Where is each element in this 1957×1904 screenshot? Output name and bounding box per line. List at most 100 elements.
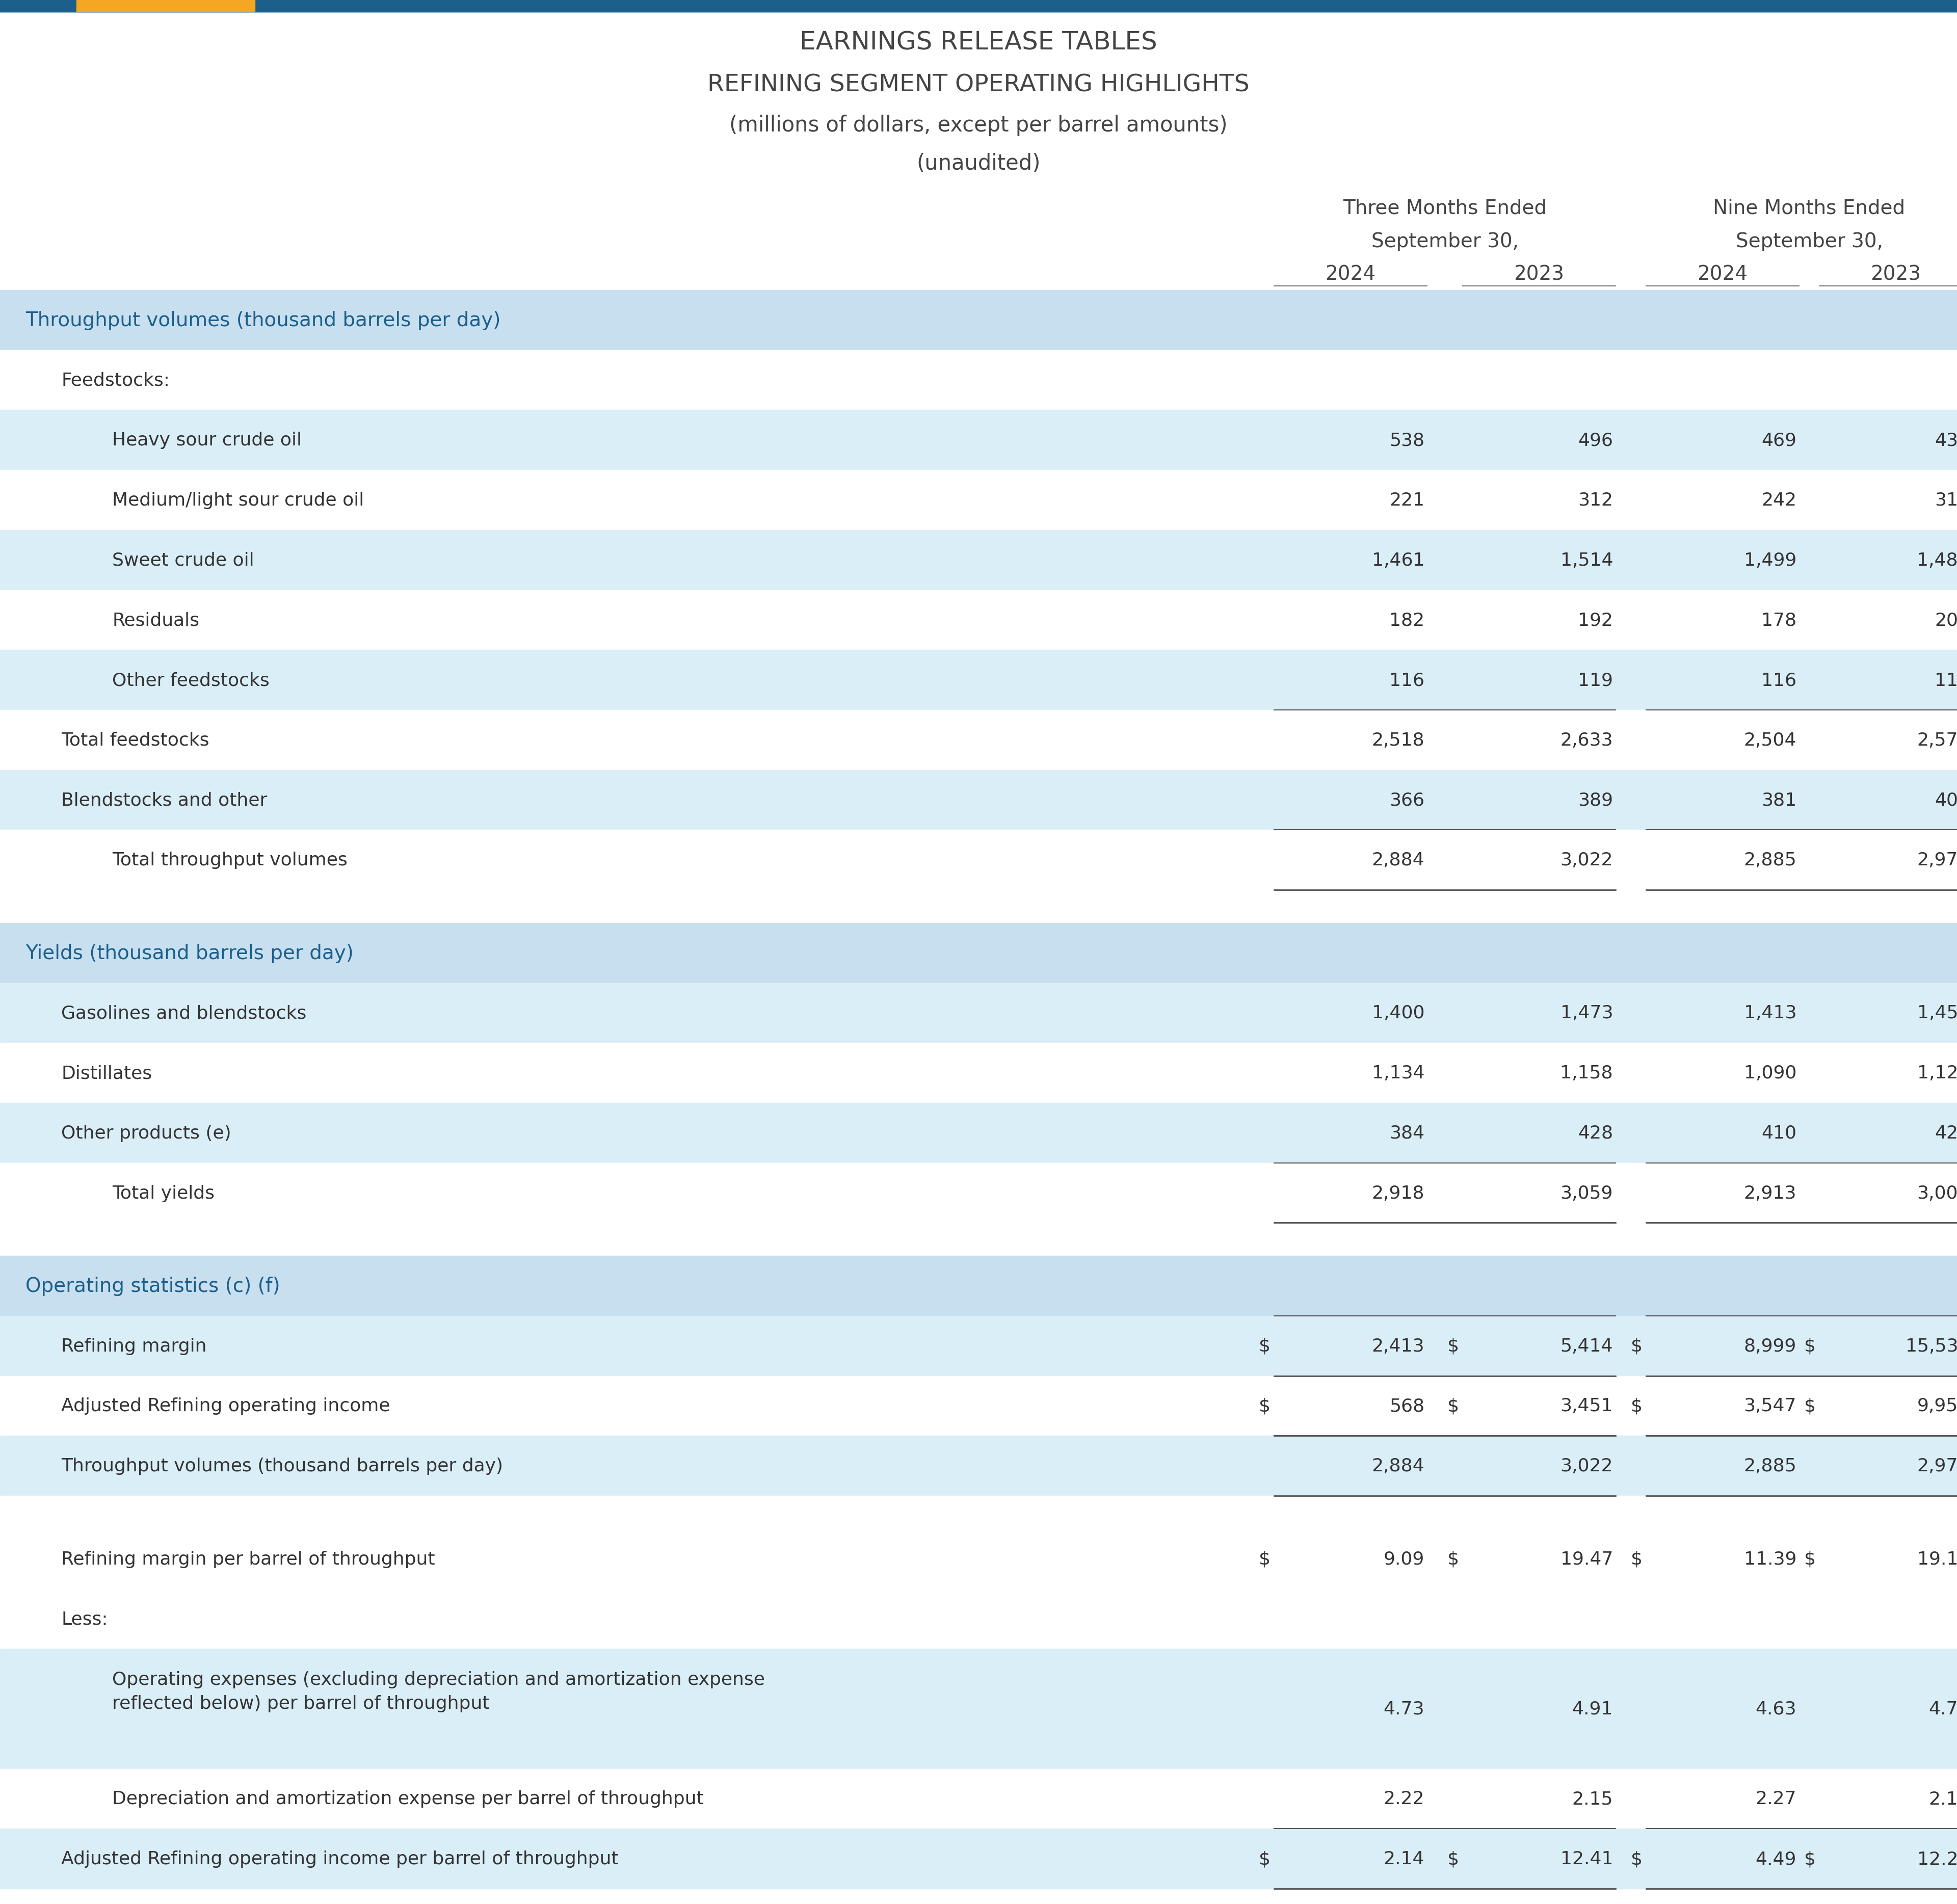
Text: 2,885: 2,885 bbox=[1744, 851, 1797, 868]
Text: $: $ bbox=[1448, 1550, 1460, 1567]
Text: Residuals: Residuals bbox=[112, 611, 200, 628]
Text: EARNINGS RELEASE TABLES: EARNINGS RELEASE TABLES bbox=[800, 30, 1157, 55]
Text: Sweet crude oil: Sweet crude oil bbox=[112, 552, 254, 569]
Text: 4.72: 4.72 bbox=[1930, 1700, 1957, 1717]
Text: (unaudited): (unaudited) bbox=[916, 152, 1041, 175]
Text: 9.09: 9.09 bbox=[1384, 1550, 1425, 1567]
Text: 2,885: 2,885 bbox=[1744, 1457, 1797, 1474]
Bar bbox=[0, 771, 1957, 830]
Bar bbox=[0, 1377, 1957, 1436]
Text: 2,918: 2,918 bbox=[1372, 1184, 1425, 1201]
Text: 15,534: 15,534 bbox=[1906, 1337, 1957, 1354]
Bar bbox=[0, 1497, 1957, 1529]
Text: 2,571: 2,571 bbox=[1918, 731, 1957, 748]
Text: 2.15: 2.15 bbox=[1930, 1790, 1957, 1807]
Bar bbox=[0, 350, 1957, 411]
Text: 9,951: 9,951 bbox=[1918, 1398, 1957, 1415]
Text: 19.13: 19.13 bbox=[1918, 1550, 1957, 1567]
Text: $: $ bbox=[1448, 1398, 1460, 1415]
Bar bbox=[0, 923, 1957, 982]
Text: 2,504: 2,504 bbox=[1744, 731, 1797, 748]
Text: 2023: 2023 bbox=[1515, 265, 1564, 284]
Text: Less:: Less: bbox=[61, 1611, 108, 1628]
Text: 4.49: 4.49 bbox=[1755, 1851, 1797, 1868]
Text: 410: 410 bbox=[1761, 1125, 1797, 1142]
Text: Other feedstocks: Other feedstocks bbox=[112, 672, 270, 689]
Text: Yields (thousand barrels per day): Yields (thousand barrels per day) bbox=[25, 944, 354, 963]
Text: Refining margin per barrel of throughput: Refining margin per barrel of throughput bbox=[61, 1550, 434, 1567]
Text: Depreciation and amortization expense per barrel of throughput: Depreciation and amortization expense pe… bbox=[112, 1790, 705, 1807]
Text: 1,400: 1,400 bbox=[1372, 1005, 1425, 1022]
Text: 116: 116 bbox=[1389, 672, 1425, 689]
Text: 3,547: 3,547 bbox=[1744, 1398, 1797, 1415]
Bar bbox=[0, 1043, 1957, 1102]
Text: 1,452: 1,452 bbox=[1918, 1005, 1957, 1022]
Text: 3,022: 3,022 bbox=[1560, 851, 1613, 868]
Text: Gasolines and blendstocks: Gasolines and blendstocks bbox=[61, 1005, 307, 1022]
Text: 1,514: 1,514 bbox=[1560, 552, 1613, 569]
Text: 568: 568 bbox=[1389, 1398, 1425, 1415]
Text: $: $ bbox=[1258, 1851, 1270, 1868]
Text: 5,414: 5,414 bbox=[1560, 1337, 1613, 1354]
Bar bbox=[0, 470, 1957, 531]
Text: 2.22: 2.22 bbox=[1384, 1790, 1425, 1807]
Text: 11.39: 11.39 bbox=[1744, 1550, 1797, 1567]
Text: 4.63: 4.63 bbox=[1755, 1700, 1797, 1717]
Text: 366: 366 bbox=[1389, 792, 1425, 809]
Text: 2,884: 2,884 bbox=[1372, 851, 1425, 868]
Text: 118: 118 bbox=[1935, 672, 1957, 689]
Bar bbox=[0, 0, 1957, 13]
Text: 469: 469 bbox=[1761, 432, 1797, 449]
Text: 428: 428 bbox=[1577, 1125, 1613, 1142]
Text: 2,633: 2,633 bbox=[1560, 731, 1613, 748]
Text: Throughput volumes (thousand barrels per day): Throughput volumes (thousand barrels per… bbox=[61, 1457, 503, 1474]
Bar bbox=[0, 1436, 1957, 1497]
Text: 1,461: 1,461 bbox=[1372, 552, 1425, 569]
Text: 2,518: 2,518 bbox=[1372, 731, 1425, 748]
Text: 4.91: 4.91 bbox=[1571, 1700, 1613, 1717]
Text: 1,134: 1,134 bbox=[1372, 1064, 1425, 1081]
Text: $: $ bbox=[1448, 1851, 1460, 1868]
Text: 221: 221 bbox=[1389, 491, 1425, 508]
Text: Operating expenses (excluding depreciation and amortization expense
reflected be: Operating expenses (excluding depreciati… bbox=[112, 1670, 765, 1712]
Text: Other products (e): Other products (e) bbox=[61, 1125, 231, 1142]
Text: Total yields: Total yields bbox=[112, 1184, 215, 1201]
Text: 384: 384 bbox=[1389, 1125, 1425, 1142]
Text: Operating statistics (c) (f): Operating statistics (c) (f) bbox=[25, 1276, 280, 1295]
Text: 3,002: 3,002 bbox=[1918, 1184, 1957, 1201]
Bar bbox=[0, 1529, 1957, 1588]
Text: Throughput volumes (thousand barrels per day): Throughput volumes (thousand barrels per… bbox=[25, 310, 501, 329]
Bar bbox=[0, 1102, 1957, 1163]
Text: 1,499: 1,499 bbox=[1744, 552, 1797, 569]
Text: 116: 116 bbox=[1761, 672, 1797, 689]
Text: 2,413: 2,413 bbox=[1372, 1337, 1425, 1354]
Bar bbox=[0, 830, 1957, 891]
Text: Heavy sour crude oil: Heavy sour crude oil bbox=[112, 432, 301, 449]
Text: Total throughput volumes: Total throughput volumes bbox=[112, 851, 348, 868]
Text: $: $ bbox=[1258, 1398, 1270, 1415]
Bar bbox=[0, 1163, 1957, 1222]
Text: 538: 538 bbox=[1389, 432, 1425, 449]
Text: 389: 389 bbox=[1577, 792, 1613, 809]
Text: 2024: 2024 bbox=[1325, 265, 1376, 284]
Text: 403: 403 bbox=[1935, 792, 1957, 809]
Text: $: $ bbox=[1258, 1550, 1270, 1567]
Text: REFINING SEGMENT OPERATING HIGHLIGHTS: REFINING SEGMENT OPERATING HIGHLIGHTS bbox=[708, 74, 1249, 97]
Text: Adjusted Refining operating income: Adjusted Refining operating income bbox=[61, 1398, 389, 1415]
Text: 12.41: 12.41 bbox=[1560, 1851, 1613, 1868]
Text: 3,059: 3,059 bbox=[1560, 1184, 1613, 1201]
Text: 1,488: 1,488 bbox=[1916, 552, 1957, 569]
Text: 496: 496 bbox=[1577, 432, 1613, 449]
Text: $: $ bbox=[1448, 1337, 1460, 1354]
Bar bbox=[0, 1257, 1957, 1316]
Text: 3,022: 3,022 bbox=[1560, 1457, 1613, 1474]
Text: 8,999: 8,999 bbox=[1744, 1337, 1797, 1354]
Text: $: $ bbox=[1804, 1550, 1816, 1567]
Text: 425: 425 bbox=[1935, 1125, 1957, 1142]
Text: September 30,: September 30, bbox=[1736, 232, 1883, 251]
Text: Total feedstocks: Total feedstocks bbox=[61, 731, 209, 748]
Text: Blendstocks and other: Blendstocks and other bbox=[61, 792, 268, 809]
Text: 178: 178 bbox=[1761, 611, 1797, 628]
Text: Feedstocks:: Feedstocks: bbox=[61, 371, 170, 388]
Text: 2.15: 2.15 bbox=[1571, 1790, 1613, 1807]
